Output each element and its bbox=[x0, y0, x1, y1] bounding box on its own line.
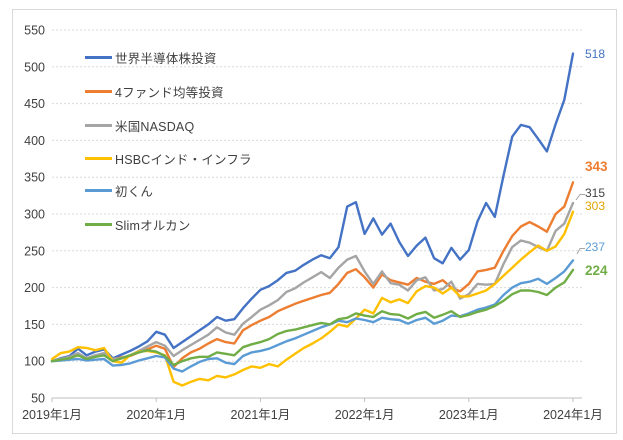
end-label-nasdaq: 315 bbox=[585, 186, 606, 200]
y-axis-tick-label: 300 bbox=[24, 208, 45, 222]
legend-label: 初くん bbox=[115, 184, 154, 199]
y-axis-tick-label: 150 bbox=[24, 318, 45, 332]
legend-item-nasdaq: 米国NASDAQ bbox=[85, 118, 195, 134]
x-axis-tick-label: 2021年1月 bbox=[231, 408, 291, 422]
y-axis-tick-label: 50 bbox=[31, 392, 45, 406]
end-label-four-fund: 343 bbox=[585, 159, 608, 174]
legend-line-swatch bbox=[85, 89, 112, 93]
legend-line-swatch bbox=[85, 55, 112, 59]
x-axis-tick-label: 2020年1月 bbox=[126, 408, 186, 422]
legend-item-hsbc-india-infra: HSBCインド・インフラ bbox=[85, 151, 252, 167]
y-axis-tick-label: 450 bbox=[24, 97, 45, 111]
y-axis-tick-label: 400 bbox=[24, 134, 45, 148]
series-line-hatsu-kun bbox=[50, 259, 575, 373]
legend-label: Slimオルカン bbox=[115, 218, 191, 233]
label-leader-line bbox=[576, 248, 585, 255]
y-axis-tick-label: 200 bbox=[24, 281, 45, 295]
legend-item-semiconductor: 世界半導体株投資 bbox=[85, 50, 217, 66]
x-axis-tick-label: 2024年1月 bbox=[543, 408, 603, 422]
legend-label: 4ファンド均等投資 bbox=[115, 85, 224, 100]
legend-label: HSBCインド・インフラ bbox=[115, 152, 252, 167]
legend-label: 米国NASDAQ bbox=[115, 119, 195, 134]
end-label-hatsu-kun: 237 bbox=[585, 240, 606, 254]
legend-line-swatch bbox=[85, 188, 112, 192]
x-axis-tick-label: 2019年1月 bbox=[22, 408, 82, 422]
x-axis-tick-label: 2022年1月 bbox=[335, 408, 395, 422]
series-line-semiconductor bbox=[50, 52, 575, 363]
legend-item-slim-allcountry: Slimオルカン bbox=[85, 217, 191, 233]
x-axis-tick-label: 2023年1月 bbox=[439, 408, 499, 422]
y-axis-tick-label: 550 bbox=[24, 24, 45, 38]
legend-line-swatch bbox=[85, 222, 112, 226]
legend-line-swatch bbox=[85, 123, 112, 127]
series-line-slim-allcountry bbox=[50, 268, 575, 367]
legend-label: 世界半導体株投資 bbox=[115, 51, 217, 66]
label-leader-line bbox=[575, 194, 585, 201]
y-axis-tick-label: 500 bbox=[24, 60, 45, 74]
y-axis-tick-label: 350 bbox=[24, 171, 45, 185]
chart-border bbox=[12, 9, 617, 434]
end-label-slim-allcountry: 224 bbox=[585, 263, 608, 278]
series-line-four-fund bbox=[50, 181, 575, 369]
y-axis-tick-label: 100 bbox=[24, 355, 45, 369]
legend-item-four-fund: 4ファンド均等投資 bbox=[85, 84, 224, 100]
end-label-hsbc-india-infra: 303 bbox=[585, 199, 606, 213]
y-axis-tick-label: 250 bbox=[24, 244, 45, 258]
end-label-semiconductor: 518 bbox=[585, 47, 606, 61]
legend-item-hatsu-kun: 初くん bbox=[85, 183, 154, 199]
legend-line-swatch bbox=[85, 156, 112, 160]
